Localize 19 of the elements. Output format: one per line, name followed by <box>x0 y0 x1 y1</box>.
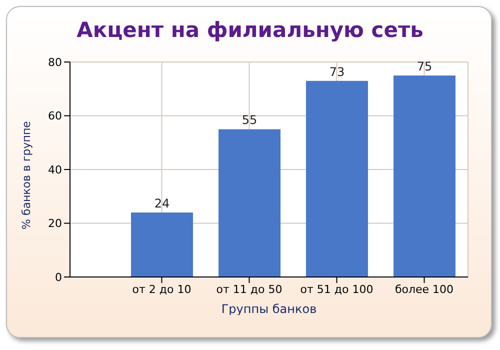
x-tick-label: от 2 до 10 <box>132 282 192 296</box>
y-tick-label: 40 <box>48 163 62 176</box>
x-tick-label: от 51 до 100 <box>300 282 374 296</box>
bar <box>218 129 280 277</box>
y-tick-label: 0 <box>55 270 62 284</box>
x-tick-label: более 100 <box>394 282 454 296</box>
y-tick-label: 60 <box>48 110 62 123</box>
data-label: 55 <box>242 113 258 128</box>
y-tick-label: 80 <box>48 56 62 69</box>
chart-title: Акцент на филиальную сеть <box>76 18 424 42</box>
y-tick-label: 20 <box>48 217 62 230</box>
bar <box>394 75 456 277</box>
data-label: 73 <box>329 64 345 79</box>
data-label: 24 <box>154 196 170 210</box>
x-tick-label: от 11 до 50 <box>216 282 282 296</box>
y-axis-title: % банков в группе <box>20 120 33 230</box>
bar <box>306 80 368 277</box>
bar <box>131 212 193 277</box>
data-label: 75 <box>416 59 432 74</box>
